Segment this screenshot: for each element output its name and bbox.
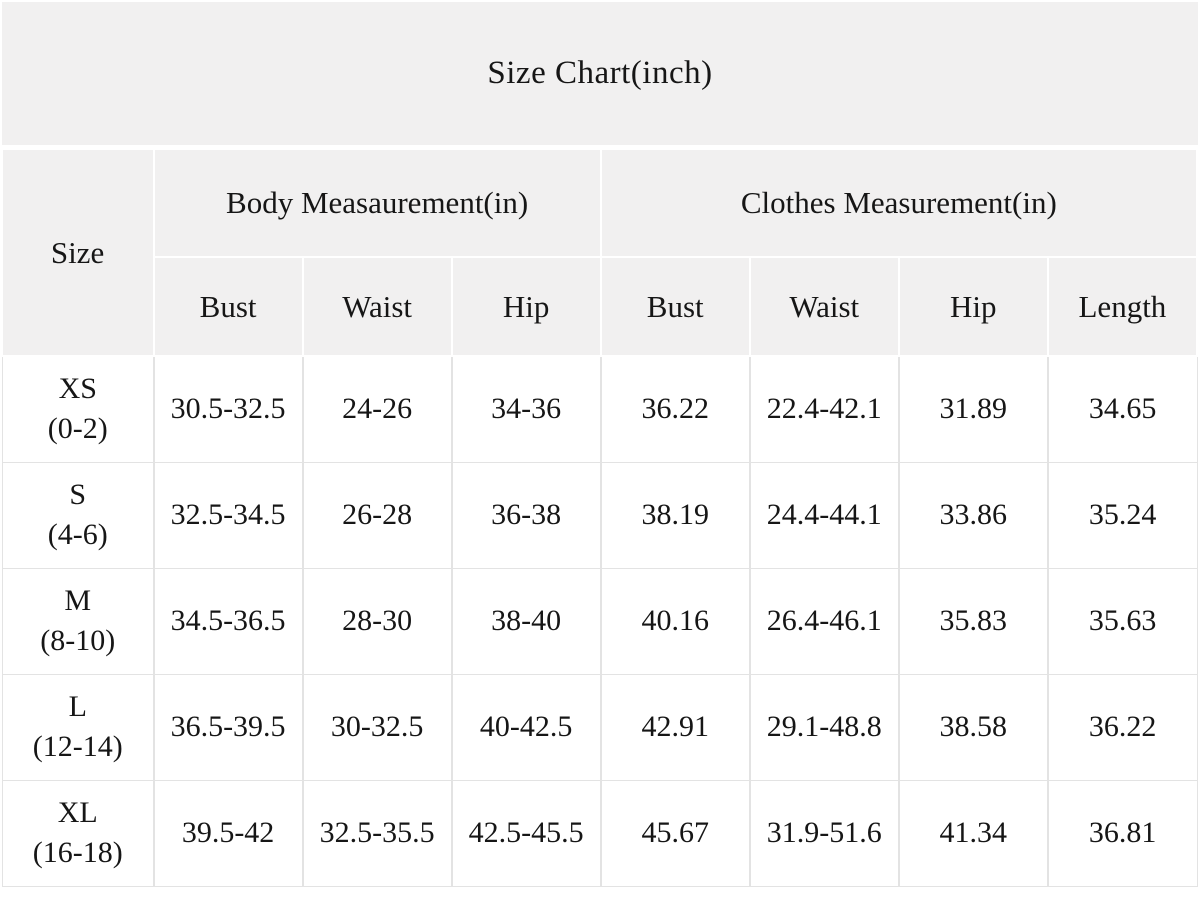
measurement-cell: 24.4-44.1: [748, 461, 900, 569]
body-bust-header: Bust: [152, 256, 304, 357]
measurement-cell: 24-26: [301, 355, 453, 463]
size-label-cell: S (4-6): [1, 461, 155, 569]
title-band: Size Chart(inch): [2, 2, 1198, 145]
measurement-cell: 42.91: [599, 673, 751, 781]
body-hip-header: Hip: [450, 256, 602, 357]
measurement-cell: 42.5-45.5: [450, 779, 602, 887]
measurement-cell: 38.58: [897, 673, 1049, 781]
clothes-measurement-group-header: Clothes Measurement(in): [599, 148, 1199, 258]
size-range: (4-6): [47, 518, 108, 551]
body-measurement-group-header: Body Measaurement(in): [152, 148, 602, 258]
measurement-cell: 38.19: [599, 461, 751, 569]
clothes-waist-header: Waist: [748, 256, 900, 357]
size-label-cell: XL (16-18): [1, 779, 155, 887]
table-header: Size Body Measaurement(in) Clothes Measu…: [2, 148, 1199, 357]
size-range: (12-14): [32, 730, 123, 763]
measurement-cell: 30.5-32.5: [152, 355, 304, 463]
clothes-bust-header: Bust: [599, 256, 751, 357]
measurement-cell: 32.5-34.5: [152, 461, 304, 569]
size-code: XS: [58, 371, 97, 405]
size-column-header: Size: [2, 148, 155, 357]
measurement-cell: 36.22: [599, 355, 751, 463]
page-title: Size Chart(inch): [487, 55, 713, 91]
size-code: XL: [57, 795, 98, 829]
table-row: L (12-14) 36.5-39.5 30-32.5 40-42.5 42.91 29.1…: [1, 673, 1198, 781]
measurement-cell: 45.67: [599, 779, 751, 887]
size-code: S: [69, 477, 87, 511]
measurement-cell: 34-36: [450, 355, 602, 463]
measurement-cell: 35.83: [897, 567, 1049, 675]
measurement-cell: 30-32.5: [301, 673, 453, 781]
size-range: (16-18): [32, 836, 123, 869]
size-range: (8-10): [40, 624, 116, 657]
size-label-cell: M (8-10): [1, 567, 155, 675]
sub-header-row: Bust Waist Hip Bust Waist Hip Length: [3, 256, 1199, 357]
size-table-body: XS (0-2) 30.5-32.5 24-26 34-36 36.22 22.4-42.1…: [1, 355, 1198, 887]
measurement-cell: 31.9-51.6: [748, 779, 900, 887]
measurement-cell: 36.5-39.5: [152, 673, 304, 781]
measurement-cell: 40-42.5: [450, 673, 602, 781]
measurement-cell: 39.5-42: [152, 779, 304, 887]
measurement-cell: 40.16: [599, 567, 751, 675]
measurement-cell: 35.63: [1046, 567, 1198, 675]
measurement-cell: 31.89: [897, 355, 1049, 463]
size-chart-table: Size Body Measaurement(in) Clothes Measu…: [1, 148, 1199, 887]
clothes-hip-header: Hip: [897, 256, 1049, 357]
measurement-cell: 35.24: [1046, 461, 1198, 569]
body-waist-header: Waist: [301, 256, 453, 357]
measurement-cell: 32.5-35.5: [301, 779, 453, 887]
size-label-cell: XS (0-2): [1, 355, 155, 463]
size-code: M: [64, 583, 92, 617]
clothes-length-header: Length: [1046, 256, 1199, 357]
group-header-row: Size Body Measaurement(in) Clothes Measu…: [2, 148, 1199, 357]
table-row: XL (16-18) 39.5-42 32.5-35.5 42.5-45.5 45.67 3…: [1, 779, 1198, 887]
measurement-cell: 26-28: [301, 461, 453, 569]
table-row: M (8-10) 34.5-36.5 28-30 38-40 40.16 26.4-46.1…: [1, 567, 1198, 675]
measurement-cell: 33.86: [897, 461, 1049, 569]
measurement-cell: 28-30: [301, 567, 453, 675]
measurement-cell: 36.22: [1046, 673, 1198, 781]
measurement-cell: 41.34: [897, 779, 1049, 887]
measurement-cell: 36-38: [450, 461, 602, 569]
measurement-cell: 22.4-42.1: [748, 355, 900, 463]
size-range: (0-2): [47, 412, 108, 446]
measurement-cell: 29.1-48.8: [748, 673, 900, 781]
table-row: S (4-6) 32.5-34.5 26-28 36-38 38.19 24.4-44.1 3…: [1, 461, 1198, 569]
measurement-cell: 36.81: [1046, 779, 1198, 887]
table-row: XS (0-2) 30.5-32.5 24-26 34-36 36.22 22.4-42.1…: [1, 355, 1198, 463]
measurement-cell: 34.5-36.5: [152, 567, 304, 675]
measurement-cell: 38-40: [450, 567, 602, 675]
measurement-cell: 26.4-46.1: [748, 567, 900, 675]
size-code: L: [68, 689, 87, 723]
size-label-cell: L (12-14): [1, 673, 155, 781]
measurement-cell: 34.65: [1046, 355, 1198, 463]
